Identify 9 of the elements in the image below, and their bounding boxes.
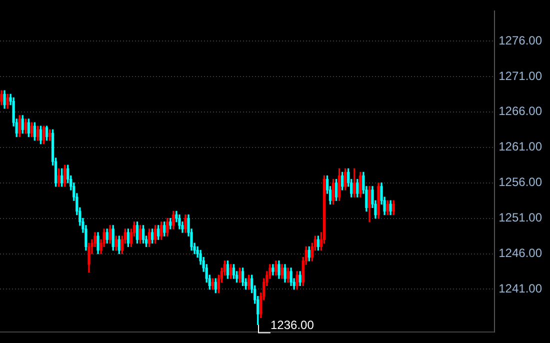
y-tick-label: 1276.00 (498, 33, 542, 48)
y-tick-label: 1256.00 (498, 175, 542, 190)
y-tick-label: 1271.00 (498, 68, 542, 83)
y-tick-label: 1241.00 (498, 282, 542, 296)
y-tick-label: 1251.00 (498, 210, 542, 225)
y-tick-label: 1266.00 (498, 104, 542, 118)
y-tick-label: 1261.00 (498, 140, 542, 154)
y-tick-label: 1246.00 (498, 246, 542, 260)
annotation: 1236.00 (270, 318, 314, 332)
